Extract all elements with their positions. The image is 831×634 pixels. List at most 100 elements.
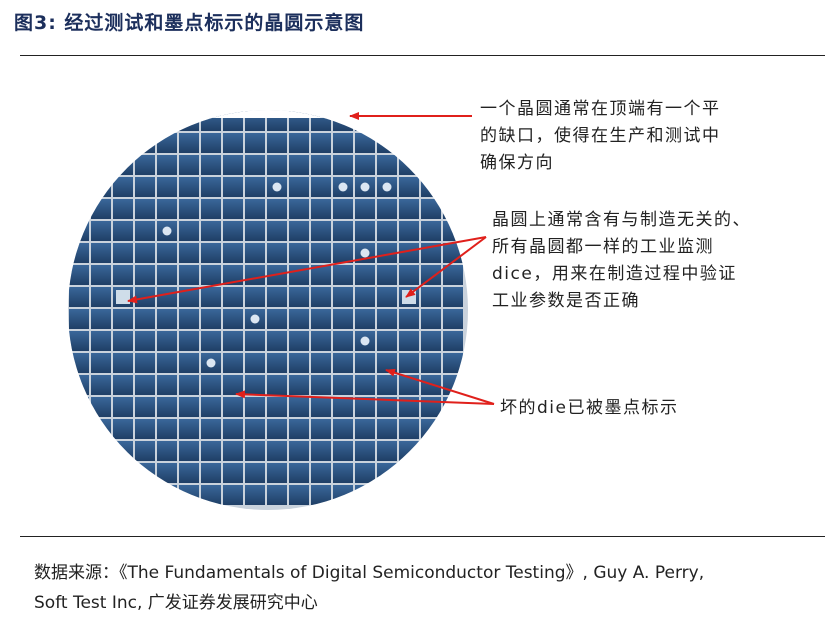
die [135, 485, 155, 505]
die [245, 177, 265, 197]
die [91, 265, 111, 285]
figure-title: 图3: 经过测试和墨点标示的晶圆示意图 [14, 12, 365, 34]
die [157, 419, 177, 439]
die [113, 177, 133, 197]
die [377, 265, 397, 285]
die [333, 199, 353, 219]
die [289, 243, 309, 263]
die [377, 199, 397, 219]
die [355, 111, 375, 131]
die [113, 199, 133, 219]
die [355, 397, 375, 417]
die [355, 463, 375, 483]
die [355, 287, 375, 307]
die [245, 485, 265, 505]
die [179, 199, 199, 219]
die [311, 485, 331, 505]
die [69, 441, 89, 461]
die [157, 397, 177, 417]
die [157, 331, 177, 351]
die [245, 265, 265, 285]
die [421, 199, 441, 219]
die [377, 309, 397, 329]
die [69, 265, 89, 285]
die [267, 287, 287, 307]
arrow-test-right [405, 236, 487, 298]
die [421, 287, 441, 307]
die [267, 331, 287, 351]
die [223, 485, 243, 505]
die [91, 133, 111, 153]
die [399, 133, 419, 153]
die [245, 375, 265, 395]
die [113, 441, 133, 461]
ink-dot [206, 358, 216, 368]
die [113, 243, 133, 263]
die [91, 309, 111, 329]
die [333, 397, 353, 417]
die [69, 485, 89, 505]
die [245, 243, 265, 263]
die [245, 331, 265, 351]
die [201, 485, 221, 505]
die [69, 243, 89, 263]
die [399, 441, 419, 461]
die [201, 199, 221, 219]
die [377, 243, 397, 263]
die [377, 353, 397, 373]
die [333, 331, 353, 351]
die [333, 287, 353, 307]
die [157, 287, 177, 307]
die [289, 133, 309, 153]
die [333, 485, 353, 505]
die [69, 397, 89, 417]
ink-dot [360, 182, 370, 192]
die [91, 375, 111, 395]
test-die [116, 290, 130, 304]
die [267, 243, 287, 263]
die [311, 133, 331, 153]
die [289, 199, 309, 219]
die [91, 177, 111, 197]
die [377, 287, 397, 307]
die [399, 309, 419, 329]
die [443, 331, 463, 351]
die [421, 397, 441, 417]
die [289, 331, 309, 351]
die [333, 309, 353, 329]
die [69, 419, 89, 439]
die [377, 485, 397, 505]
die [113, 331, 133, 351]
die [201, 397, 221, 417]
die [421, 309, 441, 329]
ink-dot [360, 248, 370, 258]
annotation-line: 晶圆上通常含有与制造无关的、 [492, 210, 751, 230]
die [399, 485, 419, 505]
die [157, 243, 177, 263]
die [113, 309, 133, 329]
die [311, 309, 331, 329]
die [289, 221, 309, 241]
die [333, 419, 353, 439]
die [223, 419, 243, 439]
die [179, 155, 199, 175]
die [179, 177, 199, 197]
top-rule [20, 55, 825, 56]
die [69, 331, 89, 351]
die [69, 353, 89, 373]
die [443, 177, 463, 197]
die [267, 133, 287, 153]
die [223, 441, 243, 461]
die [289, 419, 309, 439]
die [245, 199, 265, 219]
die [179, 133, 199, 153]
die [289, 485, 309, 505]
die [267, 309, 287, 329]
ink-dot [250, 314, 260, 324]
die [355, 485, 375, 505]
die [113, 155, 133, 175]
die [245, 397, 265, 417]
die [69, 221, 89, 241]
die [245, 221, 265, 241]
die [443, 155, 463, 175]
